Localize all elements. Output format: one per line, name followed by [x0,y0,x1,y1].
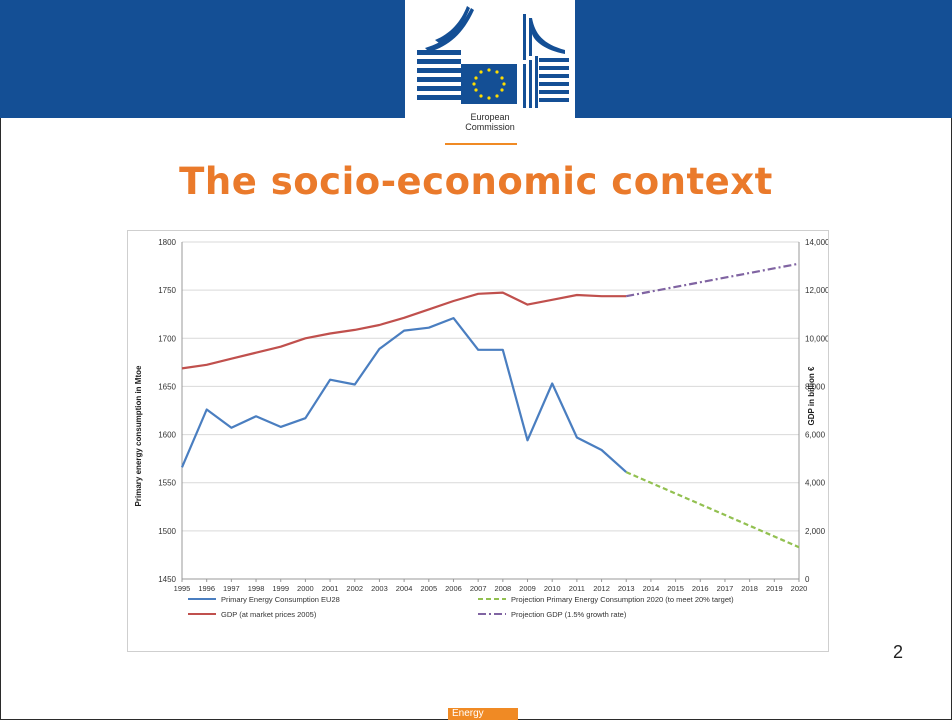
right-tick-label: 2,000 [805,527,826,536]
right-tick-label: 12,000 [805,286,828,295]
logo-caption: European Commission [440,112,540,132]
left-tick-label: 1700 [158,334,176,343]
left-tick-label: 1550 [158,479,176,488]
chart-grid [182,241,799,580]
page-number: 2 [893,642,904,662]
x-tick-label: 2003 [371,584,388,593]
series-line-2 [181,291,627,370]
right-tick-label: 6,000 [805,431,826,440]
right-axis-ticks: 0 2,000 4,000 6,000 8,000 10,000 12,000 14,000 [805,238,830,584]
chart-axes [181,242,800,580]
right-tick-label: 8,000 [805,382,826,391]
x-tick-label: 2008 [494,584,511,593]
left-tick-label: 1650 [158,382,176,391]
right-tick-label: 10,000 [805,334,828,343]
x-axis-ticks: 1995 1996 1997 1998 1999 2000 2001 2002 2003 2004… [174,579,808,593]
right-tick-label: 14,000 [805,238,828,247]
left-axis-ticks: 1450 1500 1550 1600 1650 1700 1750 1800 [158,238,176,584]
logo-underline [445,143,517,145]
x-tick-label: 2005 [420,584,437,593]
x-tick-label: 1998 [248,584,265,593]
right-axis-label: GDP in billion € [807,366,816,426]
series-line-4 [625,262,800,298]
x-tick-label: 2007 [470,584,487,593]
legend-label-3: Projection Primary Energy Consumption 20… [511,595,734,604]
x-tick-label: 2006 [445,584,462,593]
right-tick-label: 4,000 [805,479,826,488]
x-tick-label: 2002 [346,584,363,593]
x-tick-label: 2004 [396,584,413,593]
left-tick-label: 1500 [158,527,176,536]
series-line-1 [180,316,627,473]
legend-label-1: Primary Energy Consumption EU28 [221,595,340,604]
legend-label-2: GDP (at market prices 2005) [221,610,317,619]
legend-label-4: Projection GDP (1.5% growth rate) [511,610,627,619]
energy-gdp-chart: 1450 1500 1550 1600 1650 1700 1750 1800 0 2,000 4… [134,238,830,619]
x-tick-label: 2013 [618,584,635,593]
chart-series [180,262,800,549]
chart-container: 1450 1500 1550 1600 1650 1700 1750 1800 0 2,000 4… [127,230,830,652]
x-tick-label: 2020 [791,584,808,593]
x-tick-label: 2018 [741,584,758,593]
footer-energy-badge: Energy [448,708,518,720]
x-tick-label: 2012 [593,584,610,593]
x-tick-label: 2017 [717,584,734,593]
x-tick-label: 2010 [544,584,561,593]
right-tick-label: 0 [805,575,810,584]
x-tick-label: 1996 [198,584,215,593]
x-tick-label: 2016 [692,584,709,593]
x-tick-label: 2001 [322,584,339,593]
logo-caption-line2: Commission [465,122,515,132]
x-tick-label: 2019 [766,584,783,593]
commission-emblem-icon [417,6,569,108]
x-tick-label: 2009 [519,584,536,593]
x-tick-label: 2014 [643,584,660,593]
logo-caption-line1: European [470,112,510,122]
slide-title: The socio-economic context [179,160,773,203]
left-tick-label: 1800 [158,238,176,247]
x-tick-label: 2011 [569,584,585,593]
left-axis-label: Primary energy consumption in Mtoe [134,365,143,506]
european-commission-logo: European Commission [405,0,575,148]
x-tick-label: 1995 [174,584,191,593]
x-tick-label: 1999 [272,584,289,593]
series-line-3 [625,471,800,549]
left-tick-label: 1450 [158,575,176,584]
x-tick-label: 2000 [297,584,314,593]
left-tick-label: 1750 [158,286,176,295]
x-tick-label: 1997 [223,584,240,593]
x-tick-label: 2015 [667,584,684,593]
left-tick-label: 1600 [158,431,176,440]
chart-legend: Primary Energy Consumption EU28 GDP (at m… [188,595,734,619]
